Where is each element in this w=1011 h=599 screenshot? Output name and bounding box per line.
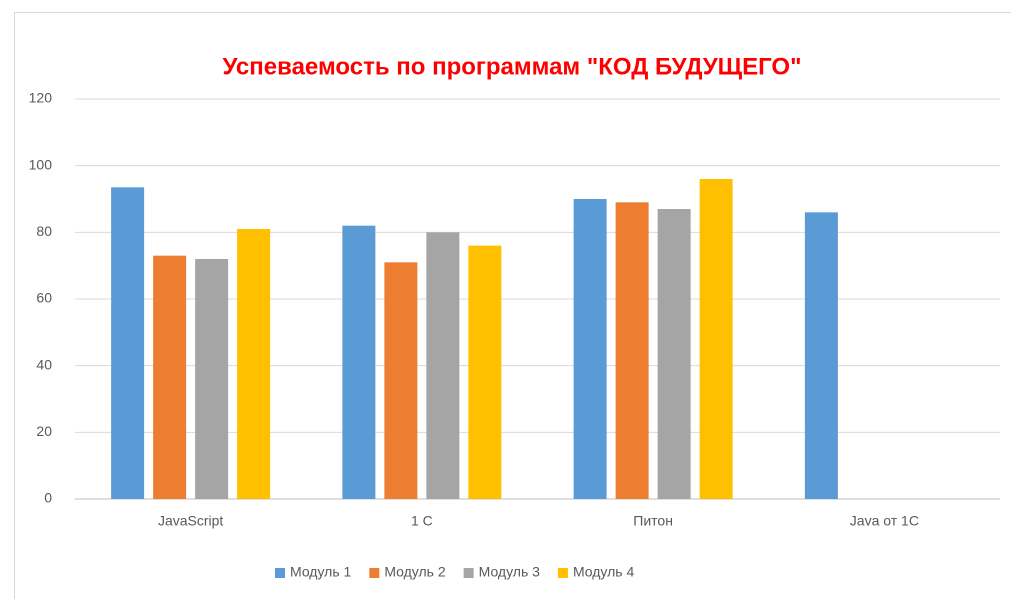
- y-tick-label: 20: [36, 423, 52, 439]
- bar: [468, 245, 502, 499]
- x-tick-label: JavaScript: [158, 513, 223, 529]
- legend-label: Модуль 1: [290, 564, 352, 580]
- x-tick-label: Java от 1С: [850, 513, 919, 529]
- bar: [657, 209, 691, 499]
- legend-label: Модуль 3: [479, 564, 541, 580]
- bar: [804, 212, 838, 500]
- x-tick-label: Питон: [633, 513, 673, 529]
- bar: [153, 255, 187, 499]
- bar: [573, 199, 607, 499]
- y-tick-label: 120: [29, 90, 53, 106]
- legend-swatch: [463, 568, 474, 578]
- bar: [615, 202, 649, 500]
- bar: [195, 259, 229, 499]
- legend-swatch: [369, 568, 380, 578]
- chart-title: Успеваемость по программам "КОД БУДУЩЕГО…: [223, 53, 802, 80]
- legend-swatch: [275, 568, 285, 578]
- x-tick-label: 1 С: [411, 513, 433, 529]
- bar: [384, 262, 418, 499]
- y-tick-label: 80: [36, 223, 52, 239]
- y-tick-label: 100: [29, 156, 53, 172]
- bar: [237, 229, 271, 499]
- bar: [426, 232, 460, 500]
- bar: [699, 179, 733, 499]
- y-tick-label: 40: [36, 356, 52, 372]
- y-tick-label: 60: [36, 290, 52, 306]
- bar: [111, 187, 145, 500]
- legend-label: Модуль 4: [573, 564, 635, 580]
- legend-swatch: [557, 568, 568, 578]
- legend-label: Модуль 2: [384, 564, 446, 580]
- y-tick-label: 0: [44, 490, 52, 506]
- bar: [342, 225, 376, 499]
